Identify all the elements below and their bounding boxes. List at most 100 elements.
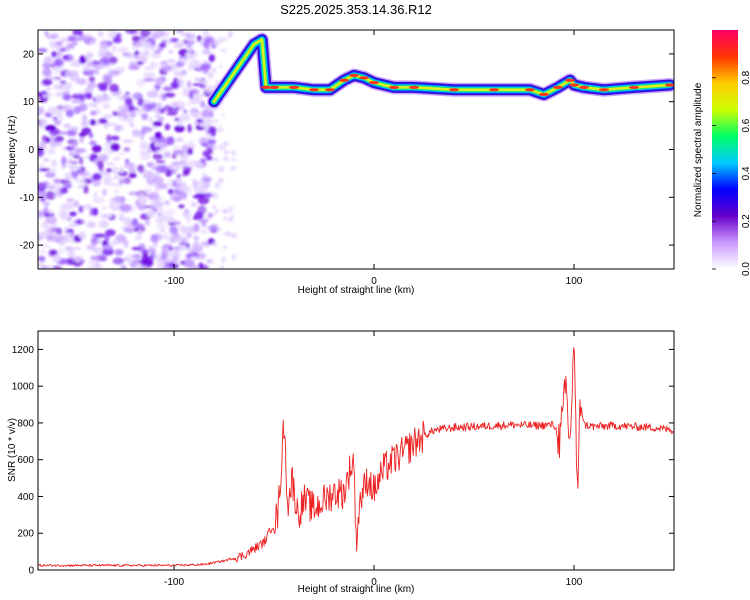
noise-blob (156, 225, 168, 231)
noise-blob (51, 51, 57, 58)
noise-blob (197, 218, 210, 223)
trace-hotspot (629, 85, 639, 89)
noise-blob (230, 233, 238, 238)
noise-blob (208, 54, 215, 62)
noise-blob (55, 235, 68, 242)
noise-blob (44, 124, 57, 132)
noise-blob (179, 191, 187, 200)
noise-blob (185, 40, 193, 49)
noise-blob (201, 109, 211, 118)
noise-blob (141, 41, 152, 48)
noise-blob (88, 259, 99, 266)
colorbar: 0.0 0.2 0.4 0.6 0.8 Normalized spectral ampl… (693, 30, 750, 276)
noise-blob (42, 68, 52, 77)
noise-blob (171, 161, 182, 166)
noise-blob (87, 82, 97, 89)
noise-blob (45, 171, 56, 178)
x-tick-label: -100 (164, 577, 184, 588)
noise-blob (162, 265, 172, 269)
noise-blob (206, 139, 217, 145)
noise-blob (103, 144, 110, 153)
noise-blob (123, 177, 131, 185)
noise-blob (133, 257, 140, 267)
noise-blob (124, 227, 133, 233)
noise-blob (54, 69, 59, 75)
noise-blob (125, 97, 133, 106)
noise-blob (70, 61, 82, 67)
noise-blob (63, 123, 71, 129)
spectrogram-ylabel: Frequency (Hz) (7, 116, 18, 185)
noise-blob (192, 180, 198, 189)
noise-blob (113, 189, 120, 194)
noise-blob (152, 106, 159, 113)
noise-blob (110, 135, 120, 141)
noise-blob (106, 168, 113, 173)
noise-blob (180, 260, 185, 265)
noise-blob (60, 210, 69, 217)
noise-blob (86, 53, 93, 59)
noise-blob (157, 116, 165, 122)
y-tick-label: 0 (28, 566, 34, 577)
noise-blob (202, 150, 210, 157)
noise-blob (189, 112, 196, 116)
noise-blob (66, 198, 74, 202)
trace-hotspot (489, 88, 499, 92)
noise-blob (200, 228, 208, 234)
noise-blob (38, 262, 42, 268)
noise-blob (136, 196, 148, 206)
noise-blob (225, 141, 229, 146)
noise-blob (202, 30, 210, 38)
colorbar-label: Normalized spectral amplitude (693, 82, 704, 217)
noise-blob (95, 233, 106, 238)
noise-blob (92, 61, 101, 65)
noise-blob (147, 148, 152, 154)
trace-hotspot (579, 85, 589, 89)
noise-blob (45, 190, 56, 200)
noise-blob (81, 127, 92, 135)
noise-blob (162, 86, 173, 92)
noise-blob (227, 31, 234, 37)
colorbar-tick-label: 0.0 (741, 262, 750, 276)
noise-blob (223, 140, 227, 147)
noise-blob (115, 234, 127, 243)
noise-blob (46, 34, 57, 39)
noise-blob (211, 157, 219, 162)
noise-blob (186, 217, 191, 224)
noise-blob (140, 30, 151, 38)
noise-blob (83, 185, 89, 194)
noise-blob (92, 179, 102, 187)
noise-blob (38, 250, 48, 253)
noise-blob (42, 94, 48, 98)
noise-blob (158, 142, 165, 148)
noise-blob (161, 250, 169, 258)
noise-blob (63, 83, 71, 89)
noise-blob (38, 255, 46, 262)
y-tick-label: 10 (23, 97, 35, 108)
noise-blob (51, 265, 62, 269)
noise-blob (105, 122, 117, 126)
noise-blob (224, 231, 231, 237)
noise-blob (38, 146, 44, 155)
noise-blob (124, 158, 130, 164)
noise-blob (86, 265, 99, 269)
noise-blob (182, 166, 191, 174)
noise-blob (218, 65, 223, 68)
noise-blob (137, 164, 145, 174)
noise-blob (167, 188, 174, 195)
noise-blob (45, 183, 53, 188)
noise-blob (140, 152, 151, 161)
noise-blob (179, 104, 185, 111)
noise-blob (78, 171, 91, 178)
noise-blob (184, 152, 189, 161)
noise-blob (141, 102, 147, 111)
noise-blob (183, 109, 188, 114)
noise-blob (98, 118, 108, 124)
noise-blob (212, 145, 218, 150)
noise-blob (112, 157, 121, 161)
trace-hotspot (349, 73, 359, 77)
noise-blob (123, 162, 136, 169)
noise-blob (42, 157, 50, 162)
noise-blob (212, 204, 217, 210)
trace-hotspot (289, 85, 299, 89)
